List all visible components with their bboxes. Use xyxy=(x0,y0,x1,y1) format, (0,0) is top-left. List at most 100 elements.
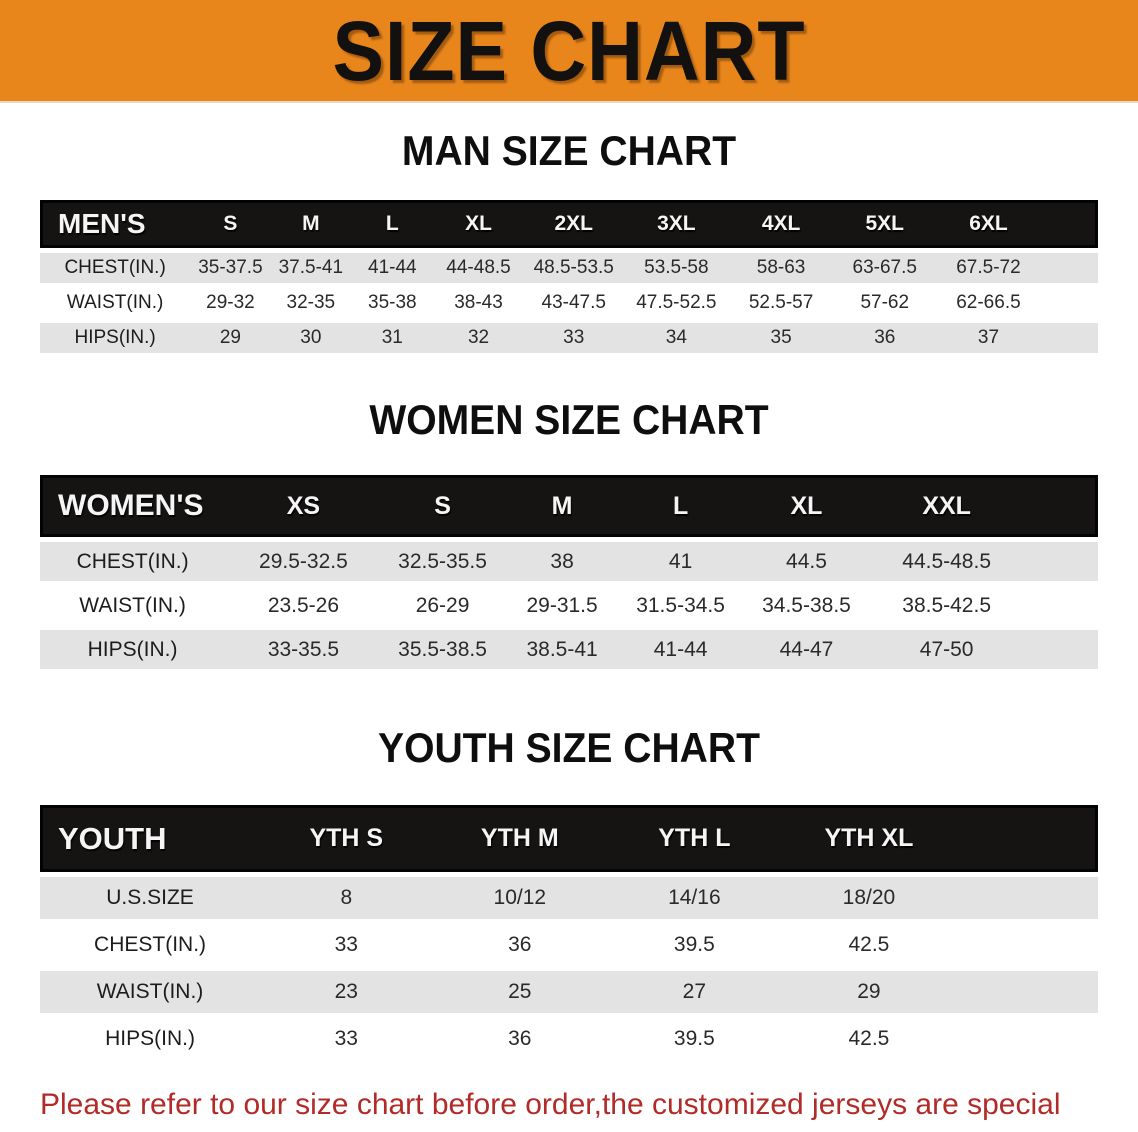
size-column-header: S xyxy=(381,475,504,537)
row-label: WAIST(IN.) xyxy=(40,971,261,1013)
size-value-cell: 35-38 xyxy=(351,288,434,318)
size-column-header: M xyxy=(503,475,621,537)
size-value-cell: 38.5-41 xyxy=(503,630,621,669)
size-value-cell: 27 xyxy=(607,971,782,1013)
size-value-cell: 25 xyxy=(432,971,608,1013)
size-value-cell: 39.5 xyxy=(607,1018,782,1060)
size-value-cell: 43-47.5 xyxy=(523,288,624,318)
size-value-cell: 29-32 xyxy=(190,288,271,318)
size-value-cell: 48.5-53.5 xyxy=(523,253,624,283)
row-filler xyxy=(1020,586,1098,625)
youth-size-table: YOUTH YTH S YTH M YTH L YTH XL U.S.SIZE 8 10/12… xyxy=(40,800,1098,1065)
size-column-header: 2XL xyxy=(523,200,624,248)
size-value-cell: 23.5-26 xyxy=(225,586,382,625)
row-label: CHEST(IN.) xyxy=(40,253,191,283)
size-column-header: L xyxy=(620,475,741,537)
size-value-cell: 29 xyxy=(781,971,957,1013)
size-value-cell: 36 xyxy=(432,924,608,966)
size-value-cell: 36 xyxy=(432,1018,608,1060)
women-size-table: WOMEN'S XS S M L XL XXL CHEST(IN.) 29.5-32.5 32.5… xyxy=(40,470,1098,674)
row-label: WAIST(IN.) xyxy=(40,288,191,318)
size-column-header: XL xyxy=(740,475,873,537)
size-value-cell: 31 xyxy=(351,323,434,353)
row-label: HIPS(IN.) xyxy=(40,323,191,353)
size-chart-banner: SIZE CHART xyxy=(0,0,1138,103)
size-column-header: S xyxy=(190,200,271,248)
women-size-section: WOMEN SIZE CHART WOMEN'S XS S M L XL XXL CHEST(… xyxy=(0,398,1138,674)
size-column-header: XS xyxy=(225,475,382,537)
row-filler xyxy=(956,877,1098,919)
size-value-cell: 8 xyxy=(260,877,433,919)
men-size-table: MEN'S S M L XL 2XL 3XL 4XL 5XL 6XL CHEST(IN.) 35-37… xyxy=(40,195,1098,358)
size-value-cell: 30 xyxy=(270,323,352,353)
size-value-cell: 58-63 xyxy=(728,253,834,283)
size-value-cell: 29 xyxy=(190,323,271,353)
measurement-row: WAIST(IN.) 23 25 27 29 xyxy=(40,971,1098,1013)
size-column-header: XXL xyxy=(872,475,1021,537)
table-corner-label: WOMEN'S xyxy=(40,475,226,537)
size-value-cell: 26-29 xyxy=(381,586,504,625)
size-value-cell: 34.5-38.5 xyxy=(740,586,873,625)
size-column-header: 3XL xyxy=(623,200,729,248)
size-value-cell: 38.5-42.5 xyxy=(872,586,1021,625)
size-value-cell: 37.5-41 xyxy=(270,253,352,283)
size-column-header: XL xyxy=(433,200,524,248)
size-column-header: YTH L xyxy=(607,805,782,872)
size-value-cell: 57-62 xyxy=(833,288,937,318)
size-value-cell: 44.5 xyxy=(740,542,873,581)
row-label: CHEST(IN.) xyxy=(40,924,261,966)
size-value-cell: 32.5-35.5 xyxy=(381,542,504,581)
table-header-row: MEN'S S M L XL 2XL 3XL 4XL 5XL 6XL xyxy=(40,200,1098,248)
row-filler xyxy=(1040,253,1098,283)
row-filler xyxy=(1040,288,1098,318)
row-label: HIPS(IN.) xyxy=(40,630,226,669)
size-value-cell: 33 xyxy=(260,924,433,966)
size-value-cell: 52.5-57 xyxy=(728,288,834,318)
size-value-cell: 35-37.5 xyxy=(190,253,271,283)
size-value-cell: 62-66.5 xyxy=(936,288,1041,318)
size-value-cell: 32 xyxy=(433,323,524,353)
size-value-cell: 35.5-38.5 xyxy=(381,630,504,669)
size-value-cell: 42.5 xyxy=(781,924,957,966)
size-value-cell: 39.5 xyxy=(607,924,782,966)
size-value-cell: 37 xyxy=(936,323,1041,353)
row-label: WAIST(IN.) xyxy=(40,586,226,625)
size-value-cell: 47-50 xyxy=(872,630,1021,669)
measurement-row: U.S.SIZE 8 10/12 14/16 18/20 xyxy=(40,877,1098,919)
row-filler xyxy=(1020,542,1098,581)
size-value-cell: 44.5-48.5 xyxy=(872,542,1021,581)
size-column-header: YTH XL xyxy=(781,805,957,872)
size-column-header: 4XL xyxy=(728,200,834,248)
size-column-header: 6XL xyxy=(936,200,1041,248)
size-value-cell: 47.5-52.5 xyxy=(623,288,729,318)
row-label: U.S.SIZE xyxy=(40,877,261,919)
measurement-row: CHEST(IN.) 33 36 39.5 42.5 xyxy=(40,924,1098,966)
size-value-cell: 10/12 xyxy=(432,877,608,919)
size-value-cell: 41-44 xyxy=(620,630,741,669)
header-filler xyxy=(1020,475,1098,537)
size-value-cell: 42.5 xyxy=(781,1018,957,1060)
size-column-header: YTH M xyxy=(432,805,608,872)
size-value-cell: 67.5-72 xyxy=(936,253,1041,283)
row-filler xyxy=(956,924,1098,966)
disclaimer-line-1: Please refer to our size chart before or… xyxy=(40,1088,1061,1121)
table-header-row: YOUTH YTH S YTH M YTH L YTH XL xyxy=(40,805,1098,872)
measurement-row: CHEST(IN.) 35-37.5 37.5-41 41-44 44-48.5 48.5… xyxy=(40,253,1098,283)
row-label: CHEST(IN.) xyxy=(40,542,226,581)
size-value-cell: 35 xyxy=(728,323,834,353)
measurement-row: HIPS(IN.) 33-35.5 35.5-38.5 38.5-41 41-44 44-… xyxy=(40,630,1098,669)
size-column-header: L xyxy=(351,200,434,248)
size-value-cell: 18/20 xyxy=(781,877,957,919)
measurement-row: WAIST(IN.) 29-32 32-35 35-38 38-43 43-47.5 47.… xyxy=(40,288,1098,318)
men-section-heading: MAN SIZE CHART xyxy=(401,127,737,174)
size-value-cell: 38-43 xyxy=(433,288,524,318)
size-value-cell: 41-44 xyxy=(351,253,434,283)
size-value-cell: 36 xyxy=(833,323,937,353)
size-value-cell: 53.5-58 xyxy=(623,253,729,283)
header-filler xyxy=(956,805,1098,872)
measurement-row: HIPS(IN.) 29 30 31 32 33 34 35 36 37 xyxy=(40,323,1098,353)
size-column-header: M xyxy=(270,200,352,248)
row-label: HIPS(IN.) xyxy=(40,1018,261,1060)
size-value-cell: 33 xyxy=(523,323,624,353)
size-value-cell: 31.5-34.5 xyxy=(620,586,741,625)
